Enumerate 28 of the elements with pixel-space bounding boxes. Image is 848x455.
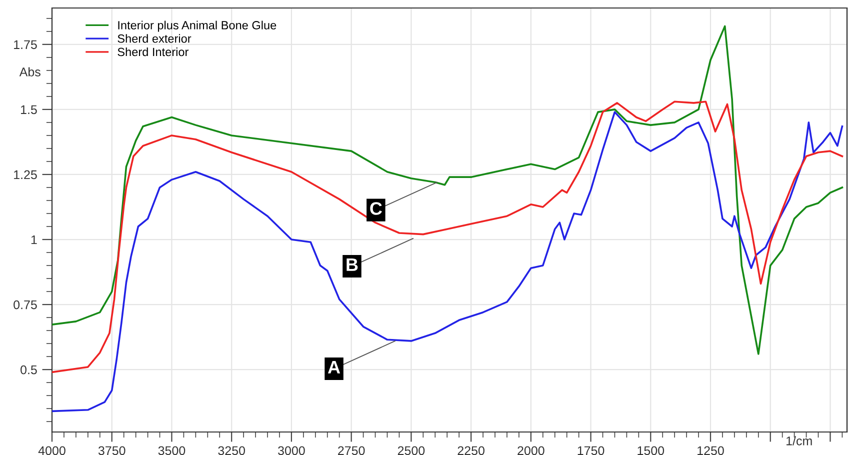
- x-tick-label: 4000: [38, 446, 66, 455]
- x-tick-label: 2750: [338, 446, 365, 455]
- annotation: A: [328, 360, 340, 374]
- y-tick-label: 1.75: [14, 40, 37, 50]
- y-tick-label: 1.5: [20, 105, 37, 114]
- x-tick-label: 3500: [158, 446, 186, 455]
- x-tick-label: 1500: [638, 446, 664, 455]
- x-tick-label: 1250: [698, 446, 724, 455]
- x-tick-label: 2000: [518, 446, 544, 455]
- legend-label: Interior plus Animal Bone Glue: [118, 20, 276, 32]
- line-series: [52, 111, 844, 412]
- y-axis-title: Abs: [19, 67, 40, 76]
- x-tick-label: 3000: [278, 446, 305, 455]
- y-tick-label: 1.25: [14, 170, 37, 180]
- x-axis-title: 1/cm: [786, 436, 812, 446]
- x-tick-label: 2500: [398, 446, 425, 455]
- y-tick-label: 0.75: [14, 300, 37, 310]
- y-tick-label: 0.5: [20, 365, 37, 374]
- x-tick-label: 1750: [578, 446, 604, 455]
- x-tick-label: 3250: [218, 446, 246, 455]
- line-series: [52, 100, 844, 374]
- y-tick-label: 1: [31, 235, 37, 244]
- legend-label: Sherd exterior: [118, 34, 192, 43]
- annotation: C: [370, 202, 382, 215]
- annotation: B: [346, 258, 358, 271]
- legend-label: Sherd Interior: [118, 47, 188, 56]
- x-tick-label: 3750: [98, 446, 126, 455]
- x-tick-label: 2250: [458, 446, 484, 455]
